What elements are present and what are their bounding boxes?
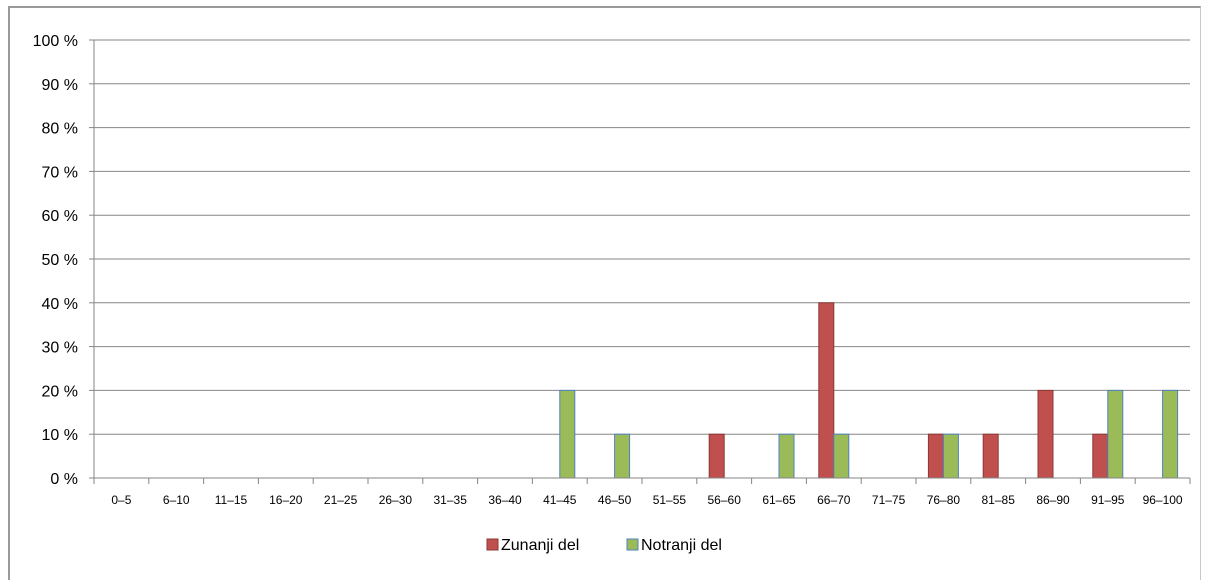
legend-label: Zunanji del [501,537,579,554]
x-tick-labels: 0–5 6–10 11–15 16–20 21–25 26–30 31–35 36–40 41–… [111,493,1183,507]
gridlines [94,39,1190,435]
x-tick-label: 31–35 [434,493,468,507]
bar-zunanji-del [818,302,835,479]
y-tick-label: 60 % [42,208,78,225]
x-tick-label: 86–90 [1036,493,1070,507]
bar-notranji-del [614,433,631,479]
y-tick-label: 80 % [42,121,78,138]
x-tick-label: 96–100 [1143,493,1183,507]
x-tick-label: 56–60 [708,493,742,507]
x-tick-label: 26–30 [379,493,413,507]
bar-notranji-del [942,433,959,479]
x-tick-label: 11–15 [215,493,248,507]
x-tick-label: 76–80 [927,493,961,507]
chart-frame [8,6,1201,580]
y-tick-label: 50 % [42,252,78,269]
x-tick-label: 66–70 [817,493,851,507]
x-tick-label: 91–95 [1091,493,1125,507]
bar-notranji-del [778,433,795,479]
bar-zunanji-del [927,433,944,479]
y-tick-label: 90 % [42,77,78,94]
x-tick-label: 21–25 [324,493,358,507]
y-tick-label: 20 % [42,383,78,400]
legend-swatch [626,538,639,551]
x-tick-label: 51–55 [653,493,687,507]
x-tick-label: 41–45 [543,493,577,507]
y-tick-label: 100 % [33,33,78,50]
y-tick-label: 70 % [42,164,78,181]
bar-notranji-del [1107,389,1124,479]
x-tick-label: 46–50 [598,493,632,507]
y-tick-label: 30 % [42,340,78,357]
axes [89,39,1191,484]
x-tick-label: 61–65 [762,493,796,507]
x-tick-label: 81–85 [982,493,1016,507]
bar-notranji-del [833,433,850,479]
y-tick-label: 0 % [50,471,78,488]
x-tick-label: 36–40 [488,493,522,507]
bar-zunanji-del [1037,389,1054,479]
y-tick-label: 10 % [42,427,78,444]
bar-zunanji-del [982,433,999,479]
bar-notranji-del [1162,389,1179,479]
y-tick-labels: 0 % 10 % 20 % 30 % 40 % 50 % 60 % 70 % 80 % 90 % 1… [33,33,78,488]
bar-notranji-del [559,389,576,479]
legend-label: Notranji del [641,537,722,554]
x-tick-label: 0–5 [111,493,131,507]
x-tick-label: 16–20 [269,493,303,507]
y-tick-label: 40 % [42,296,78,313]
bar-zunanji-del [708,433,725,479]
x-tick-label: 71–75 [872,493,906,507]
legend-swatch [486,538,499,551]
x-tick-label: 6–10 [163,493,190,507]
bar-zunanji-del [1092,433,1109,479]
legend: Zunanji del Notranji del [486,537,722,554]
